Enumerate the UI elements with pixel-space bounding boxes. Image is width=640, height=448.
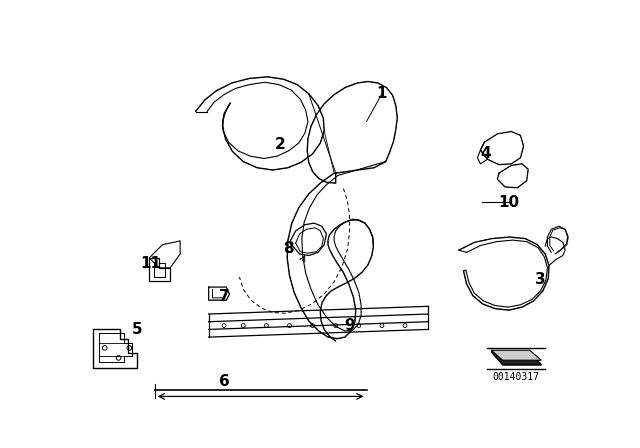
- Text: 8: 8: [283, 241, 293, 256]
- Text: 6: 6: [219, 374, 229, 388]
- Text: 10: 10: [499, 195, 520, 210]
- Text: 5: 5: [132, 322, 142, 337]
- Polygon shape: [492, 350, 541, 360]
- Text: 00140317: 00140317: [492, 372, 540, 382]
- Text: 3: 3: [535, 272, 546, 287]
- Text: 7: 7: [219, 289, 229, 304]
- Text: 2: 2: [275, 137, 285, 152]
- Text: 11: 11: [140, 256, 161, 271]
- Text: 9: 9: [344, 318, 355, 333]
- Text: 1: 1: [377, 86, 387, 101]
- Polygon shape: [492, 352, 541, 365]
- Text: 4: 4: [481, 146, 491, 161]
